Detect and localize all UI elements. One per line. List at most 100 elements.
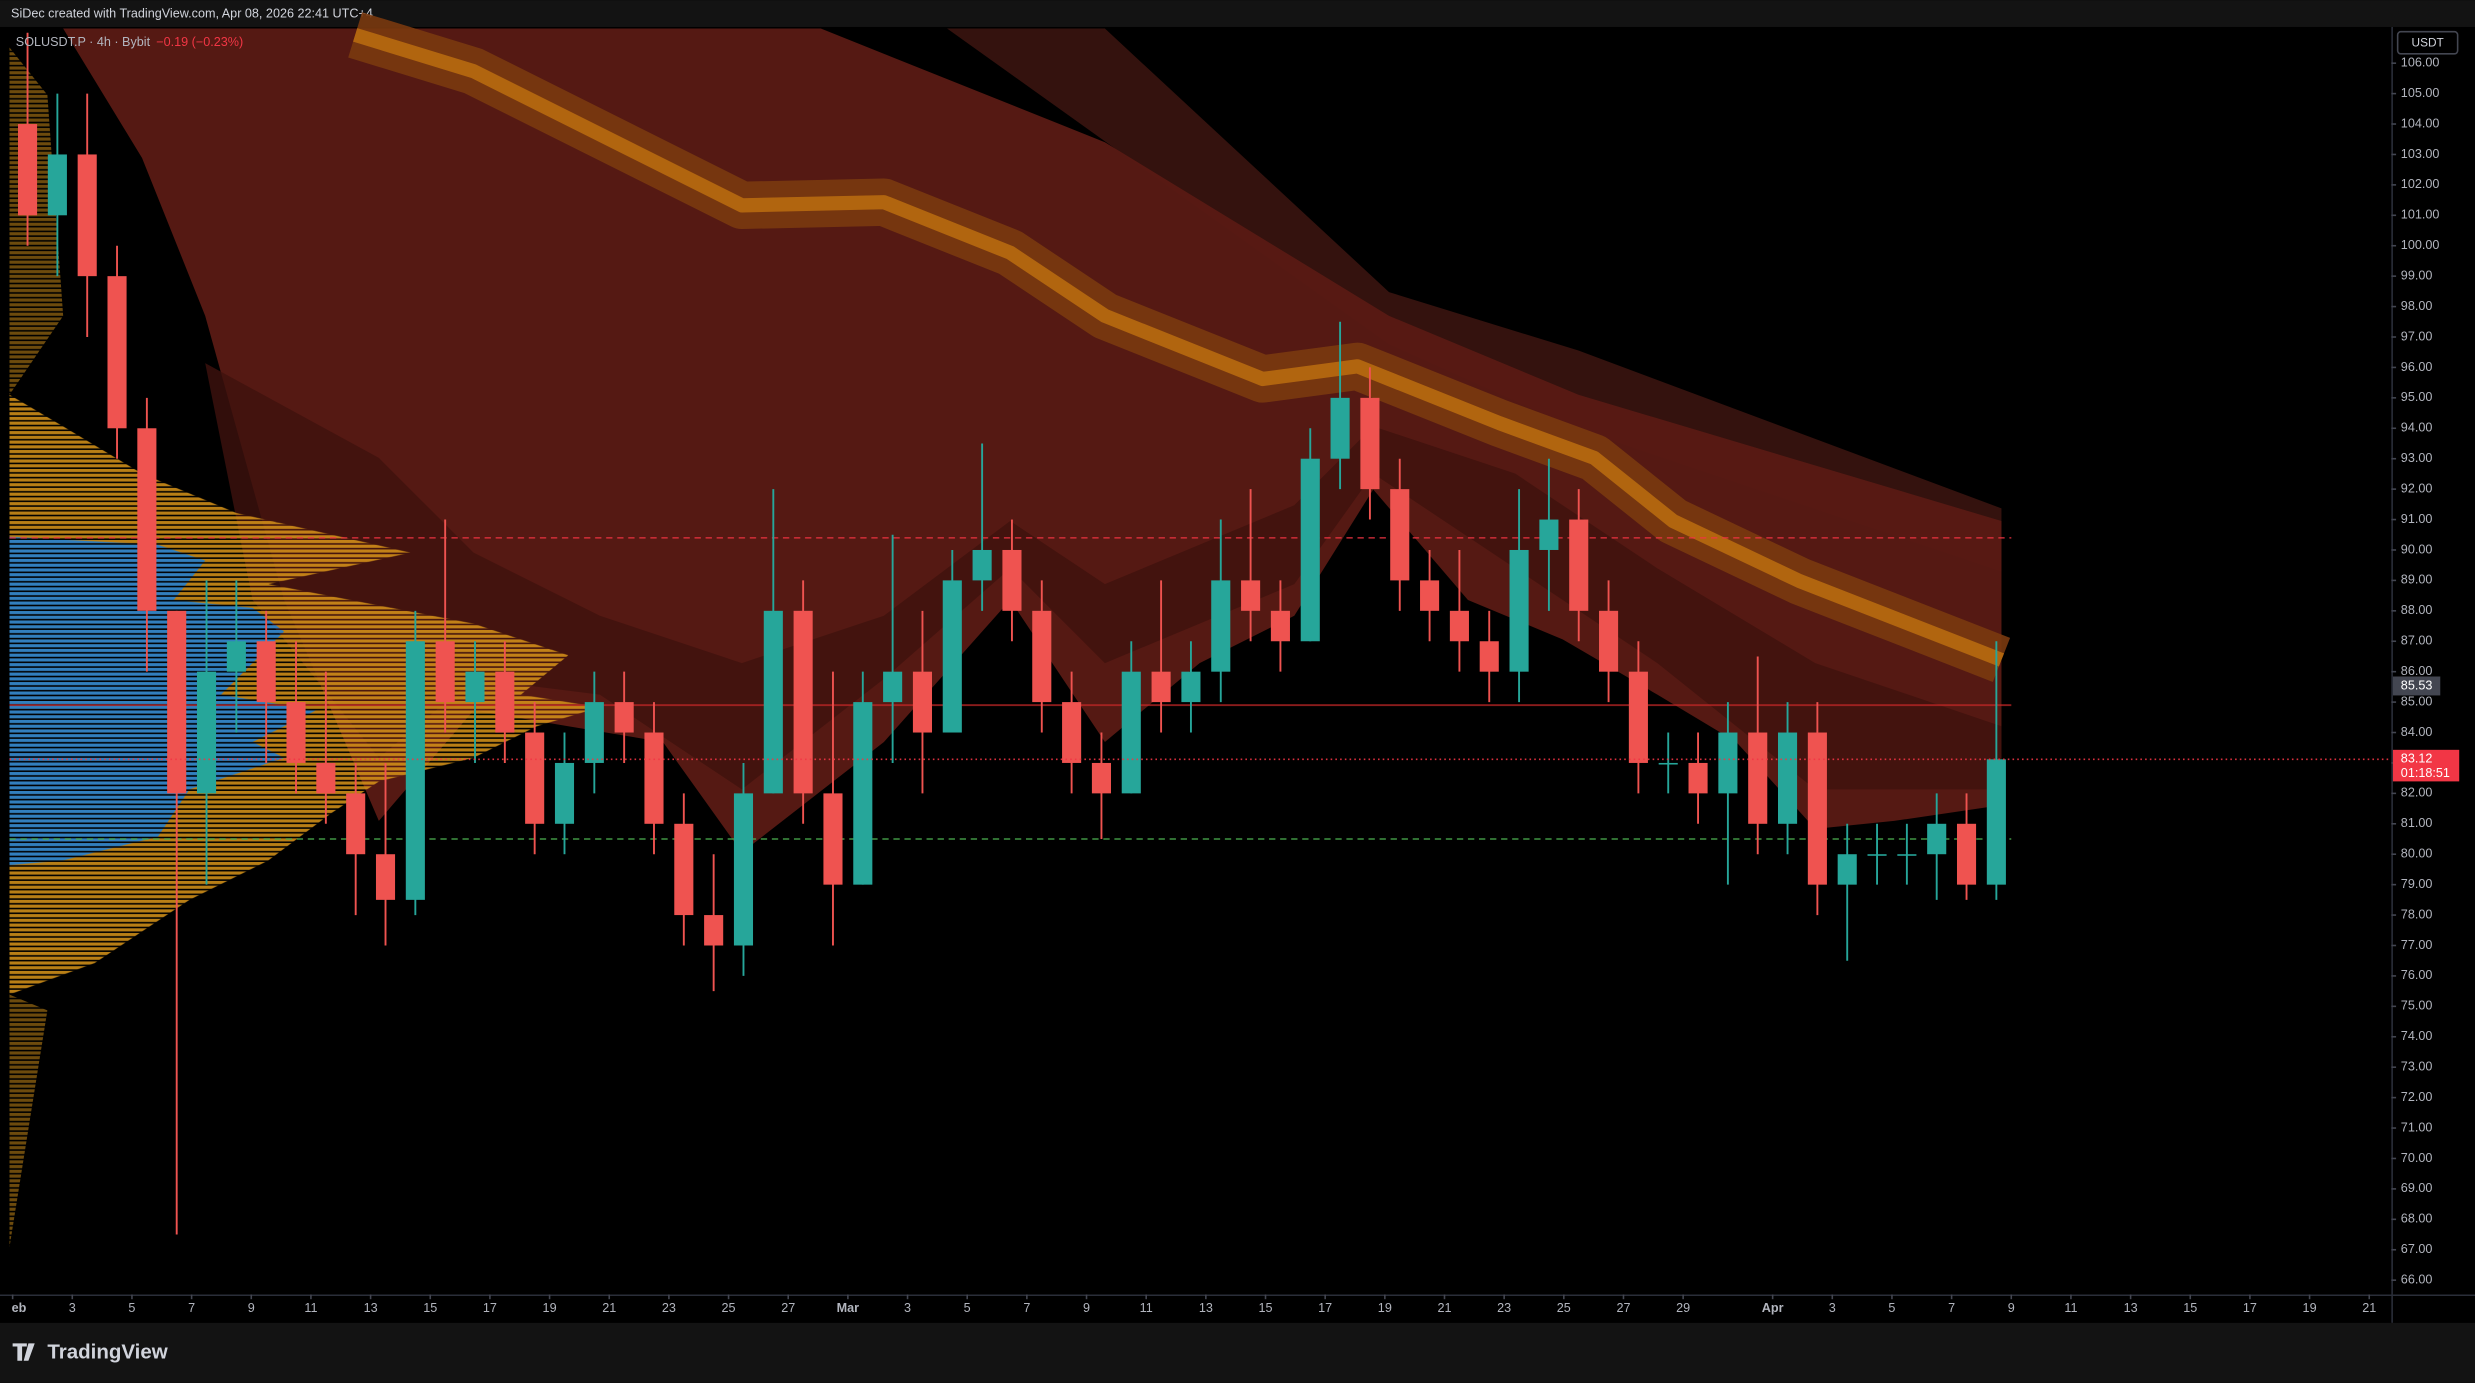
candle-body — [1121, 671, 1141, 794]
y-tick-label: 100.00 — [2401, 238, 2440, 252]
y-tick-label: 81.00 — [2401, 816, 2433, 830]
x-tick-label: 7 — [1023, 1301, 1030, 1315]
x-tick-label: 5 — [964, 1301, 971, 1315]
y-tick-label: 73.00 — [2401, 1060, 2433, 1074]
y-tick-label: 77.00 — [2401, 938, 2433, 952]
x-tick-label: 15 — [423, 1301, 437, 1315]
y-tick-label: 88.00 — [2401, 603, 2433, 617]
candle-body — [1927, 823, 1947, 855]
y-tick-label: 75.00 — [2401, 999, 2433, 1013]
candle-body — [1807, 732, 1827, 885]
price-tag-label: 85.53 — [2401, 678, 2433, 692]
y-tick-label: 80.00 — [2401, 847, 2433, 861]
candle-body — [1032, 610, 1052, 703]
candle-body — [1360, 397, 1380, 490]
x-tick-label: 13 — [364, 1301, 378, 1315]
x-tick-label: 17 — [1318, 1301, 1332, 1315]
candle-body — [167, 610, 187, 794]
candle-body — [733, 793, 754, 946]
candle-body — [1241, 580, 1261, 611]
x-tick-label: 29 — [1676, 1301, 1690, 1315]
x-tick-label: 27 — [781, 1301, 795, 1315]
x-tick-label: 23 — [1497, 1301, 1511, 1315]
change: −0.19 (−0.23%) — [156, 35, 243, 49]
x-tick-label: 3 — [1829, 1301, 1836, 1315]
x-tick-label: 21 — [1437, 1301, 1451, 1315]
candle-body — [465, 671, 485, 703]
candle-body — [1897, 854, 1917, 856]
candle-body — [1986, 759, 2006, 885]
candle-body — [286, 702, 306, 763]
profile-buy — [9, 536, 316, 866]
y-tick-label: 94.00 — [2401, 421, 2433, 435]
candle-body — [554, 762, 575, 824]
candle-body — [1628, 671, 1648, 763]
candle-body — [1091, 762, 1111, 794]
y-tick-label: 71.00 — [2401, 1120, 2433, 1134]
y-tick-label: 68.00 — [2401, 1212, 2433, 1226]
y-tick-label: 86.00 — [2401, 664, 2433, 678]
price-axis — [2391, 26, 2475, 1323]
x-tick-label: 11 — [2064, 1301, 2077, 1315]
candle-body — [584, 702, 604, 763]
candle-body — [1778, 732, 1798, 824]
candle-body — [346, 793, 366, 855]
candle-body — [1956, 823, 1977, 885]
levels — [9, 537, 2012, 840]
candle-body — [1270, 610, 1290, 642]
x-tick-label: 7 — [188, 1301, 195, 1315]
candle-body — [137, 428, 157, 611]
indicator-bands — [63, 12, 2011, 853]
candle-body — [1837, 854, 1857, 885]
candle-body — [107, 276, 127, 429]
candle-body — [47, 154, 67, 216]
candle-body — [196, 671, 217, 794]
x-tick-label: 9 — [2008, 1301, 2015, 1315]
y-tick-label: 101.00 — [2401, 208, 2440, 222]
x-tick-label: 9 — [248, 1301, 255, 1315]
y-tick-label: 104.00 — [2401, 116, 2440, 130]
candle-body — [1539, 519, 1559, 550]
x-tick-label: 21 — [602, 1301, 616, 1315]
candle-body — [1211, 580, 1231, 672]
y-tick-label: 93.00 — [2401, 451, 2433, 465]
candle-body — [375, 854, 396, 900]
candle-body — [1688, 762, 1708, 794]
y-tick-label: 76.00 — [2401, 968, 2433, 982]
band-inner — [205, 363, 2002, 790]
price-tag — [2392, 749, 2460, 782]
x-tick-label: 3 — [69, 1301, 76, 1315]
candle-body — [912, 671, 933, 733]
candle-body — [1151, 671, 1171, 703]
candle-body — [1330, 397, 1350, 459]
y-tick-label: 87.00 — [2401, 634, 2433, 648]
y-tick-label: 98.00 — [2401, 299, 2433, 313]
currency-button[interactable] — [2396, 30, 2459, 55]
brand[interactable]: TradingView — [47, 1340, 167, 1363]
x-tick-label: 23 — [662, 1301, 676, 1315]
candle-body — [1718, 732, 1738, 794]
brand-logo[interactable] — [12, 1343, 35, 1361]
y-tick-label: 95.00 — [2401, 390, 2433, 404]
candle-body — [853, 702, 873, 885]
y-tick-label: 92.00 — [2401, 481, 2433, 495]
x-tick-label: 3 — [904, 1301, 911, 1315]
x-tick-label: 25 — [722, 1301, 736, 1315]
y-tick-label: 99.00 — [2401, 268, 2433, 282]
y-tick-label: 70.00 — [2401, 1151, 2433, 1165]
x-tick-label: 5 — [128, 1301, 135, 1315]
candle-body — [883, 671, 903, 703]
ribbon-core — [353, 28, 2005, 667]
x-tick-label: 25 — [1557, 1301, 1571, 1315]
candle-body — [644, 732, 664, 824]
symbol[interactable]: SOLUSDT.P · 4h · Bybit — [16, 35, 151, 49]
axes: 106.00 105.00 104.00 103.00 102.00 101.00 100.… — [12, 56, 2440, 1315]
candle-body — [972, 549, 992, 581]
x-tick-label: 7 — [1948, 1301, 1955, 1315]
x-tick-label: 21 — [2362, 1301, 2376, 1315]
y-tick-label: 79.00 — [2401, 877, 2433, 891]
currency[interactable]: USDT — [2412, 36, 2444, 50]
y-tick-label: 85.00 — [2401, 694, 2433, 708]
